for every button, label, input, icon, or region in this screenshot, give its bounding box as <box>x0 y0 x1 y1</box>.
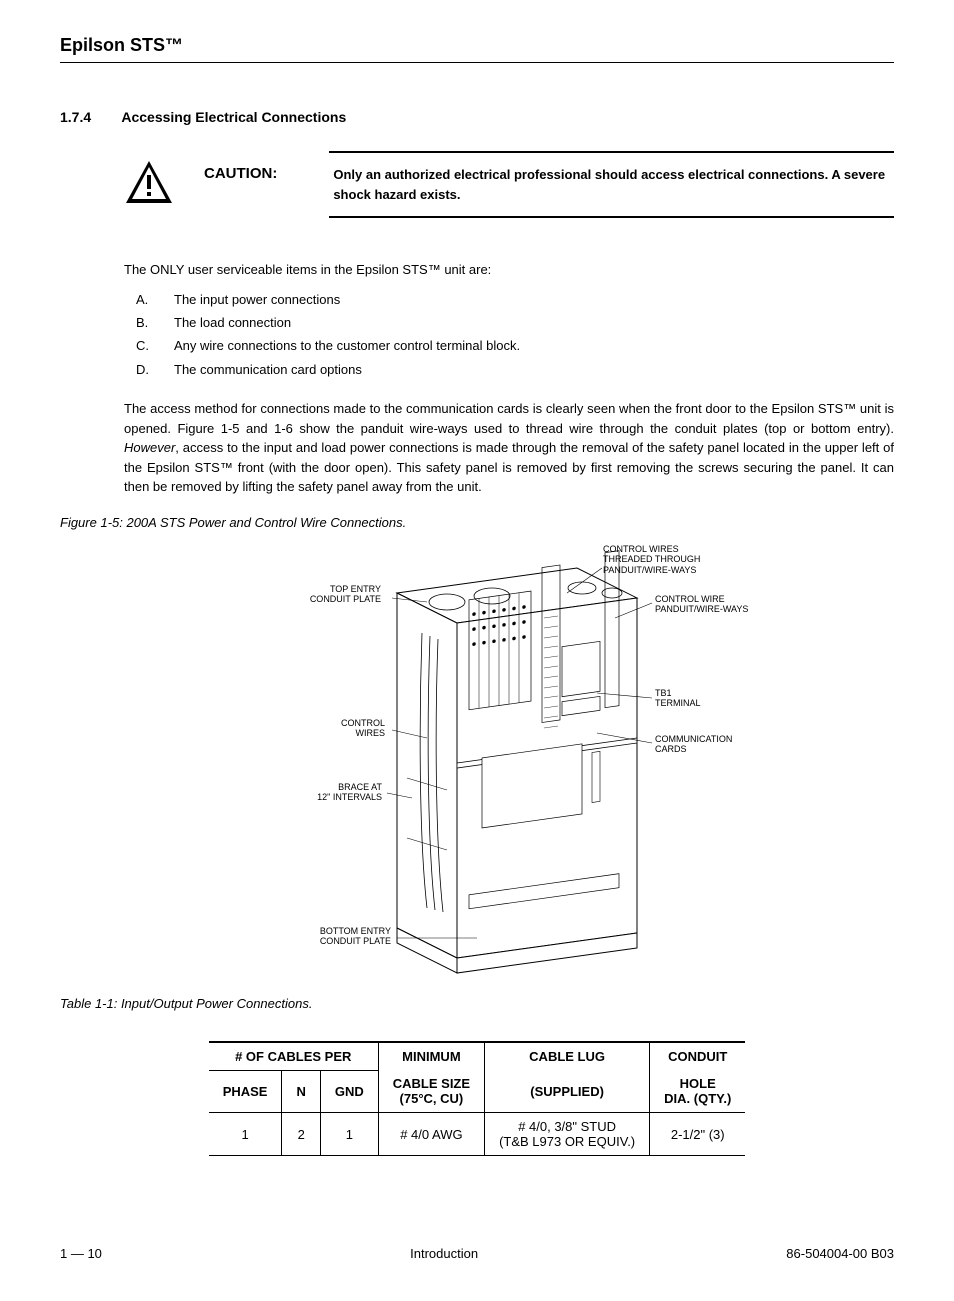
diagram-container: TOP ENTRYCONDUIT PLATE CONTROLWIRES BRAC… <box>60 538 894 978</box>
dia-label-threaded: CONTROL WIRESTHREADED THROUGHPANDUIT/WIR… <box>603 544 753 576</box>
dia-label-comm: COMMUNICATIONCARDS <box>655 734 775 756</box>
th-n: N <box>282 1070 320 1113</box>
section-number: 1.7.4 <box>60 109 118 125</box>
caution-label: CAUTION: <box>204 165 277 182</box>
list-marker: A. <box>136 288 156 311</box>
list-text: The load connection <box>174 311 291 334</box>
list-marker: B. <box>136 311 156 334</box>
th-cables-per: # OF CABLES PER <box>209 1042 379 1071</box>
td-conduit: 2-1/2" (3) <box>650 1113 746 1156</box>
th-phase: PHASE <box>209 1070 282 1113</box>
td-cable-lug: # 4/0, 3/8" STUD (T&B L973 OR EQUIV.) <box>485 1113 650 1156</box>
td-gnd: 1 <box>320 1113 378 1156</box>
footer-center: Introduction <box>410 1246 478 1261</box>
section-heading: 1.7.4 Accessing Electrical Connections <box>60 109 894 125</box>
td-n: 2 <box>282 1113 320 1156</box>
th-gnd: GND <box>320 1070 378 1113</box>
figure-caption: Figure 1-5: 200A STS Power and Control W… <box>60 515 894 530</box>
dia-label-brace: BRACE AT12" INTERVALS <box>277 782 382 804</box>
list-item: D. The communication card options <box>136 358 894 381</box>
th-conduit-top: CONDUIT <box>650 1042 746 1071</box>
dia-label-panduit: CONTROL WIREPANDUIT/WIRE-WAYS <box>655 594 805 616</box>
th-min-bot: CABLE SIZE (75°C, CU) <box>378 1070 484 1113</box>
page-header-title: Epilson STS™ <box>60 35 894 56</box>
footer-right: 86-504004-00 B03 <box>786 1246 894 1261</box>
dia-label-control-wires: CONTROLWIRES <box>295 718 385 740</box>
section-title: Accessing Electrical Connections <box>121 109 346 125</box>
footer-left: 1 — 10 <box>60 1246 102 1261</box>
dia-label-top-entry: TOP ENTRYCONDUIT PLATE <box>261 584 381 606</box>
body-paragraph: The access method for connections made t… <box>124 399 894 497</box>
caution-block: CAUTION: Only an authorized electrical p… <box>124 151 894 218</box>
list-marker: C. <box>136 334 156 357</box>
list-text: Any wire connections to the customer con… <box>174 334 520 357</box>
sts-diagram: TOP ENTRYCONDUIT PLATE CONTROLWIRES BRAC… <box>197 538 757 978</box>
th-lug-top: CABLE LUG <box>485 1042 650 1071</box>
list-text: The input power connections <box>174 288 340 311</box>
list-item: B. The load connection <box>136 311 894 334</box>
dia-label-bottom-entry: BOTTOM ENTRYCONDUIT PLATE <box>261 926 391 948</box>
list-marker: D. <box>136 358 156 381</box>
page-footer: 1 — 10 Introduction 86-504004-00 B03 <box>60 1246 894 1261</box>
header-rule <box>60 62 894 63</box>
list-text: The communication card options <box>174 358 362 381</box>
th-conduit-bot: HOLE DIA. (QTY.) <box>650 1070 746 1113</box>
serviceable-list: A. The input power connections B. The lo… <box>136 288 894 382</box>
intro-paragraph: The ONLY user serviceable items in the E… <box>124 260 894 280</box>
th-lug-bot: (SUPPLIED) <box>485 1070 650 1113</box>
warning-triangle-icon <box>124 159 174 208</box>
th-min-top: MINIMUM <box>378 1042 484 1071</box>
td-min-cable: # 4/0 AWG <box>378 1113 484 1156</box>
list-item: C. Any wire connections to the customer … <box>136 334 894 357</box>
list-item: A. The input power connections <box>136 288 894 311</box>
td-phase: 1 <box>209 1113 282 1156</box>
table-caption: Table 1-1: Input/Output Power Connection… <box>60 996 894 1011</box>
dia-label-tb1: TB1TERMINAL <box>655 688 775 710</box>
caution-text: Only an authorized electrical profession… <box>329 151 894 218</box>
power-connections-table: # OF CABLES PER MINIMUM CABLE LUG CONDUI… <box>209 1041 746 1157</box>
